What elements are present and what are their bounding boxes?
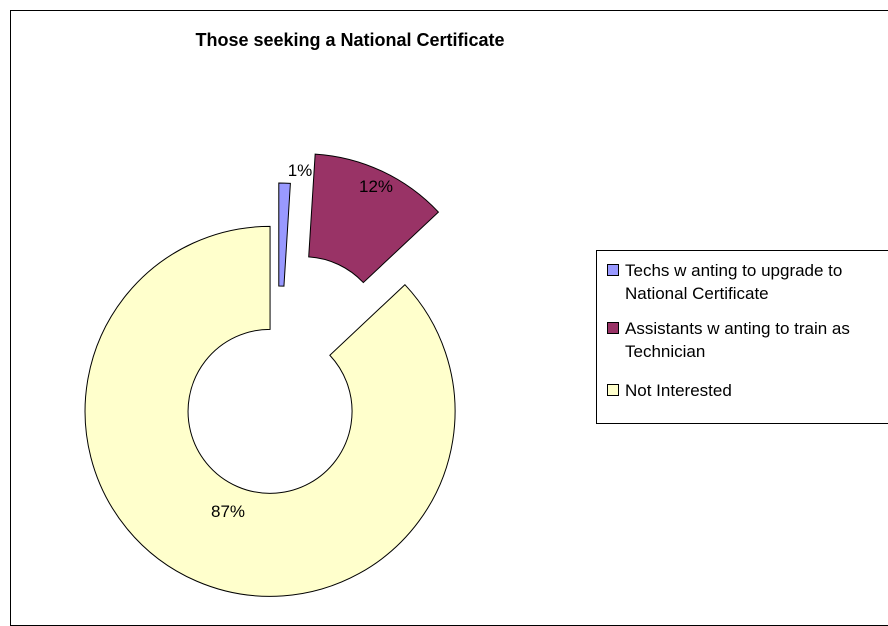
legend-item-not-interested: Not Interested (607, 379, 888, 402)
legend-label-not-interested: Not Interested (625, 381, 732, 400)
legend-swatch-assistants (607, 322, 619, 334)
data-label-assistants: 12% (359, 177, 393, 196)
data-label-techs: 1% (288, 161, 313, 180)
chart-title: Those seeking a National Certificate (195, 30, 505, 50)
slice-not-interested (84, 225, 456, 597)
legend-item-techs: Techs w anting to upgrade to National Ce… (607, 259, 888, 305)
data-label-not-interested: 87% (211, 502, 245, 521)
legend-label-assistants: Assistants w anting to train as Technici… (625, 319, 850, 361)
legend-item-assistants: Assistants w anting to train as Technici… (607, 317, 888, 363)
slice-assistants (308, 153, 440, 284)
chart-legend: Techs w anting to upgrade to National Ce… (596, 250, 888, 424)
legend-swatch-not-interested (607, 384, 619, 396)
slice-techs (278, 182, 291, 287)
legend-label-techs: Techs w anting to upgrade to National Ce… (625, 261, 843, 303)
legend-swatch-techs (607, 264, 619, 276)
